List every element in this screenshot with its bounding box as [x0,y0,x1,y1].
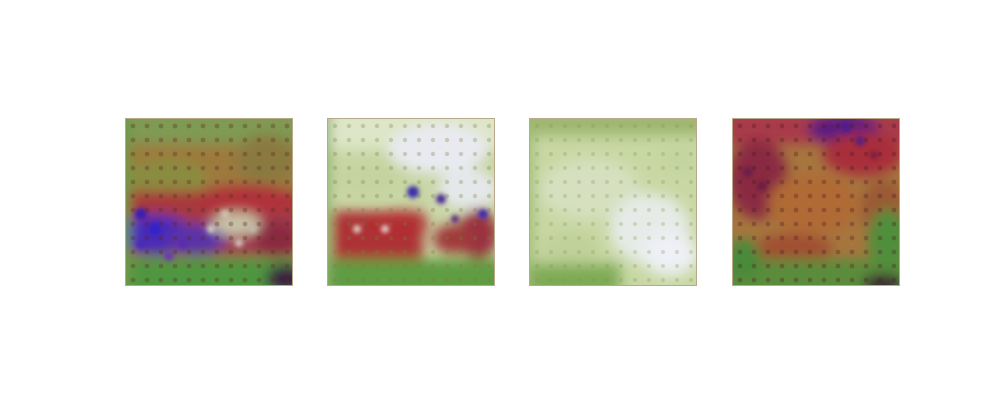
sample-1-image [126,119,292,285]
sample-2-image [328,119,494,285]
generated-sample-3 [529,118,697,286]
generated-sample-4 [732,118,900,286]
sample-4-image [733,119,899,285]
generated-sample-2 [327,118,495,286]
sample-3-image [530,119,696,285]
generated-sample-1 [125,118,293,286]
